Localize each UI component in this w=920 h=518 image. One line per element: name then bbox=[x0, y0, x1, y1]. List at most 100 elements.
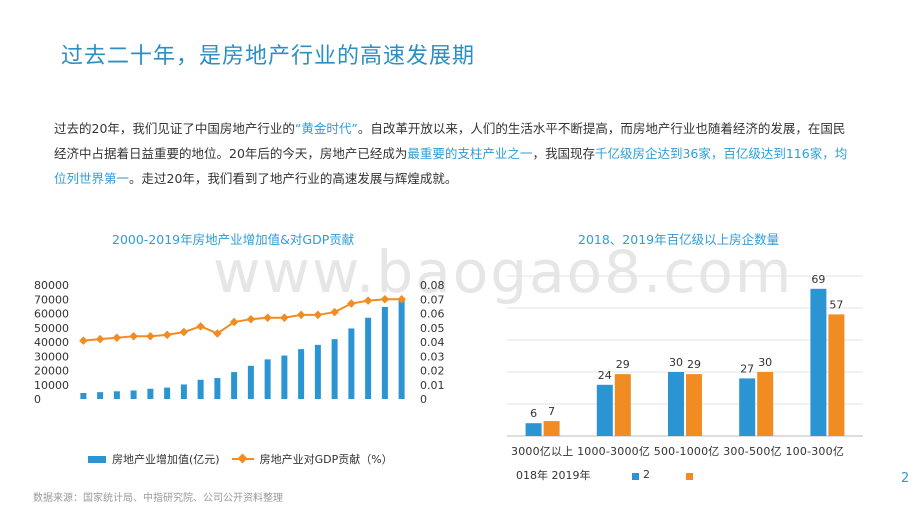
chart2-bar bbox=[525, 423, 542, 436]
chart2-svg: 6 7 24 29 30 29 27 30 69 57 bbox=[507, 273, 863, 437]
chart2-bar bbox=[543, 421, 560, 436]
y-right-tick-label: 0.08 bbox=[420, 279, 445, 292]
chart1-title: 2000-2019年房地产业增加值&对GDP贡献 bbox=[112, 232, 355, 247]
chart1-legend: 房地产业增加值(亿元) 房地产业对GDP贡献（%） bbox=[88, 451, 393, 467]
y-right-tick-label: 0.03 bbox=[420, 350, 445, 363]
y-left-tick-label: 70000 bbox=[34, 293, 69, 306]
chart1-bar bbox=[164, 387, 171, 399]
chart1-bar bbox=[398, 299, 405, 399]
chart1-bar bbox=[147, 388, 154, 399]
chart1-line-point bbox=[380, 295, 390, 304]
chart1-bar bbox=[331, 339, 338, 399]
chart2-bar bbox=[686, 374, 702, 436]
chart2-data-label: 69 bbox=[811, 273, 825, 286]
chart1-bar bbox=[113, 391, 120, 399]
chart1-bar bbox=[264, 359, 271, 399]
chart1-bar bbox=[130, 390, 137, 399]
chart1-bar bbox=[214, 378, 221, 399]
chart2-legend-swatch-2019 bbox=[686, 473, 693, 480]
chart1-bar bbox=[197, 379, 204, 399]
chart1-line-point bbox=[196, 322, 205, 331]
page-number: 2 bbox=[901, 471, 910, 486]
chart1-bar bbox=[348, 328, 355, 399]
chart1-bar bbox=[298, 349, 305, 399]
chart1-line-point bbox=[179, 327, 189, 337]
chart1-line-point bbox=[129, 332, 138, 341]
chart2-bar bbox=[596, 384, 613, 436]
page-title: 过去二十年，是房地产行业的高速发展期 bbox=[61, 44, 476, 69]
y-right-tick-label: 0.05 bbox=[420, 322, 445, 335]
y-left-tick-label: 20000 bbox=[34, 365, 69, 378]
chart2-legend-swatch-2018 bbox=[632, 473, 639, 480]
intro-paragraph: 过去的20年，我们见证了中国房地产行业的“黄金时代”。自改革开放以来，人们的生活… bbox=[54, 116, 854, 191]
y-right-tick-label: 0.02 bbox=[420, 365, 445, 378]
y-left-tick-label: 80000 bbox=[34, 279, 69, 292]
legend-line-label: 房地产业对GDP贡献（%） bbox=[259, 453, 393, 466]
y-right-tick-label: 0.07 bbox=[420, 293, 445, 306]
y-right-tick-label: 0.06 bbox=[420, 308, 445, 321]
intro-highlight-1: “黄金时代” bbox=[294, 121, 358, 136]
intro-text-2: 。自改革开放以来，人们的生活水平不断提高，而房地产行业也随着经济的发展，在国民经… bbox=[54, 121, 846, 161]
chart1-bar bbox=[231, 372, 238, 399]
y-left-tick-label: 0 bbox=[34, 393, 41, 406]
intro-text-1: 过去的20年，我们见证了中国房地产行业的 bbox=[54, 121, 295, 136]
chart1-bar bbox=[281, 355, 288, 399]
chart1-svg: 0100002000030000400005000060000700008000… bbox=[34, 279, 445, 406]
intro-highlight-3: 千亿级房企达到36家，百亿级达到116家，均位列世界第一 bbox=[54, 146, 848, 186]
chart2-data-label: 6 bbox=[530, 407, 537, 420]
legend-bar-label: 房地产业增加值(亿元) bbox=[112, 453, 220, 466]
chart2-bar bbox=[739, 378, 756, 436]
y-left-tick-label: 50000 bbox=[34, 322, 69, 335]
chart2-x-categories: 3000亿以上 1000-3000亿 500-1000亿 300-500亿 10… bbox=[511, 445, 845, 458]
chart2-data-label: 24 bbox=[598, 369, 612, 382]
chart2-title: 2018、2019年百亿级以上房企数量 bbox=[578, 232, 780, 247]
chart1-line-point bbox=[95, 334, 105, 344]
y-left-tick-label: 40000 bbox=[34, 336, 69, 349]
chart1-line-point bbox=[280, 313, 289, 323]
chart1-bar bbox=[97, 392, 104, 399]
chart1-bar bbox=[365, 317, 372, 399]
chart1-line-point bbox=[363, 296, 373, 305]
chart2-data-label: 57 bbox=[829, 298, 843, 311]
chart1-line-point bbox=[330, 307, 339, 317]
chart1-bar bbox=[247, 365, 254, 399]
y-right-tick-label: 0.04 bbox=[420, 336, 445, 349]
y-right-tick-label: 0 bbox=[420, 393, 427, 406]
chart1-bar bbox=[180, 384, 187, 399]
chart2-bar bbox=[828, 314, 845, 436]
chart2-bar bbox=[757, 372, 774, 436]
y-left-tick-label: 60000 bbox=[34, 308, 69, 321]
intro-text-3: ，我国现存 bbox=[532, 146, 595, 161]
chart1-line-point bbox=[79, 336, 88, 345]
chart2-data-label: 30 bbox=[758, 356, 772, 369]
y-left-tick-label: 10000 bbox=[34, 379, 69, 392]
intro-highlight-2: 最重要的支柱产业之一 bbox=[407, 146, 533, 161]
intro-text-4: 。走过20年，我们看到了地产行业的高速发展与辉煌成就。 bbox=[129, 171, 458, 186]
chart1-line-point bbox=[263, 313, 272, 323]
chart1-line-point bbox=[246, 314, 256, 324]
chart1-bar bbox=[80, 393, 87, 399]
chart2-bar bbox=[810, 288, 827, 436]
chart1-line-point bbox=[397, 295, 406, 304]
chart2-bar bbox=[668, 372, 684, 436]
chart2-data-label: 29 bbox=[687, 358, 701, 371]
chart2-legend-years: 018年 2019年 bbox=[516, 469, 591, 482]
source-note: 数据来源：国家统计局、中指研究院、公司公开资料整理 bbox=[33, 493, 283, 504]
y-left-tick-label: 30000 bbox=[34, 350, 69, 363]
chart1-line-point bbox=[296, 310, 306, 320]
chart2-data-label: 27 bbox=[740, 362, 754, 375]
y-right-tick-label: 0.01 bbox=[420, 379, 445, 392]
legend-line-swatch bbox=[231, 458, 254, 460]
chart1-bar bbox=[314, 344, 321, 399]
chart2-legend-label: 2 bbox=[643, 468, 650, 481]
chart1-bar bbox=[381, 306, 388, 399]
chart2-data-label: 30 bbox=[669, 356, 683, 369]
chart2-data-label: 29 bbox=[616, 358, 630, 371]
legend-bar-swatch bbox=[88, 455, 106, 463]
chart1-line-point bbox=[162, 330, 172, 340]
chart2-data-label: 7 bbox=[548, 405, 555, 418]
chart1-line-point bbox=[347, 299, 356, 308]
watermark: www.baogao8.com bbox=[213, 238, 794, 306]
chart2-bar bbox=[614, 374, 631, 436]
chart1-line-point bbox=[313, 310, 323, 320]
